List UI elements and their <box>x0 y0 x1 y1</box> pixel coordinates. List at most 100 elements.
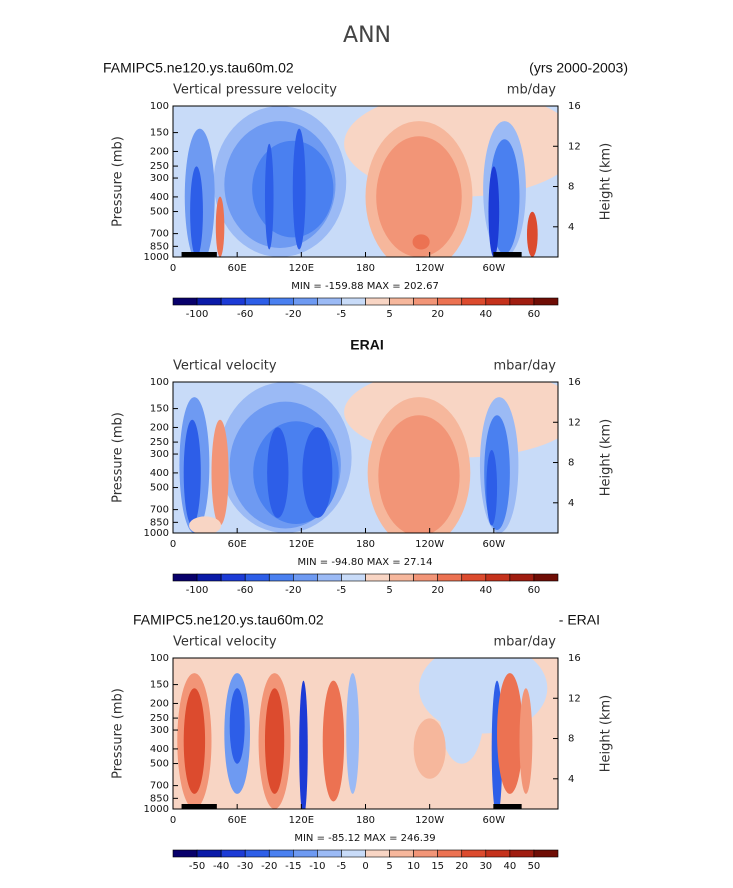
x-tick-label: 0 <box>170 539 176 550</box>
colorbar-label: 0 <box>362 861 368 872</box>
colorbar-label: -100 <box>186 585 209 596</box>
colorbar-box <box>341 849 366 858</box>
x-tick-label: 60W <box>483 263 506 274</box>
colorbar-label: -50 <box>189 861 205 872</box>
colorbar-label: -60 <box>237 585 253 596</box>
colorbar-label: -5 <box>336 309 346 320</box>
contour-region <box>486 449 498 526</box>
colorbar-label: -10 <box>309 861 325 872</box>
colorbar-box <box>413 849 438 858</box>
colorbar-box <box>509 573 535 582</box>
contour-region <box>497 673 523 794</box>
y-tick-label: 200 <box>150 422 169 433</box>
y-tick-label: 500 <box>150 759 169 770</box>
topography <box>493 804 522 809</box>
contour-region <box>264 688 285 794</box>
colorbar-label: 10 <box>407 861 420 872</box>
colorbar-box <box>437 849 463 858</box>
colorbar-box <box>293 849 318 858</box>
y-tick-label: 400 <box>150 744 169 755</box>
contour-region <box>413 718 446 779</box>
colorbar-label: -15 <box>285 861 301 872</box>
units: mbar/day <box>493 635 556 650</box>
y2-tick-label: 4 <box>568 222 574 233</box>
case-name: FAMIPC5.ne120.ys.tau60m.02 <box>133 612 324 628</box>
contour-region <box>215 196 225 257</box>
colorbar-box <box>509 849 535 858</box>
y-tick-label: 200 <box>150 146 169 157</box>
y-tick-label: 250 <box>150 713 169 724</box>
colorbar-box <box>268 297 294 306</box>
y2-axis-label: Height (km) <box>599 695 614 772</box>
y-tick-label: 700 <box>150 781 169 792</box>
years: (yrs 2000-2003) <box>529 60 628 76</box>
colorbar-box <box>268 849 294 858</box>
colorbar-label: -60 <box>237 309 253 320</box>
y2-tick-label: 4 <box>568 774 574 785</box>
colorbar-box <box>533 573 559 582</box>
x-tick-label: 60E <box>228 539 247 550</box>
colorbar-label: 5 <box>386 309 392 320</box>
colorbar-box <box>268 573 294 582</box>
colorbar-box <box>293 297 318 306</box>
y2-tick-label: 12 <box>568 693 581 704</box>
stats: MIN = -85.12 MAX = 246.39 <box>294 833 435 844</box>
colorbar-box <box>533 297 559 306</box>
y-tick-label: 300 <box>150 449 169 460</box>
colorbar-box <box>172 297 198 306</box>
y-tick-label: 850 <box>150 793 169 804</box>
colorbar-label: 40 <box>479 585 492 596</box>
contour-region <box>378 415 460 533</box>
y-tick-label: 700 <box>150 229 169 240</box>
contour-region <box>190 166 203 257</box>
contour-region <box>302 427 333 518</box>
contour-region <box>519 688 533 794</box>
colorbar-box <box>317 297 342 306</box>
contour-region <box>346 673 360 794</box>
contour-region <box>440 673 484 764</box>
colorbar-label: 60 <box>528 585 541 596</box>
contour-region <box>376 136 462 257</box>
y2-tick-label: 16 <box>568 377 581 388</box>
y2-tick-label: 8 <box>568 182 574 193</box>
contour-region <box>211 419 229 526</box>
colorbar-label: -100 <box>186 309 209 320</box>
colorbar-box <box>461 297 487 306</box>
colorbar-label: 20 <box>431 585 444 596</box>
x-tick-label: 60E <box>228 263 247 274</box>
y-tick-label: 100 <box>150 653 169 664</box>
units: mbar/day <box>493 359 556 374</box>
variable: Vertical pressure velocity <box>173 83 337 98</box>
y-tick-label: 500 <box>150 207 169 218</box>
x-tick-label: 120W <box>415 263 444 274</box>
suffix: - ERAI <box>559 612 600 628</box>
x-tick-label: 120E <box>289 263 314 274</box>
x-tick-label: 60W <box>483 815 506 826</box>
contour-region <box>267 427 289 518</box>
y2-axis-label: Height (km) <box>599 143 614 220</box>
y2-tick-label: 12 <box>568 141 581 152</box>
colorbar-box <box>485 849 511 858</box>
contour-region <box>292 128 306 250</box>
stats: MIN = -159.88 MAX = 202.67 <box>291 281 439 292</box>
x-tick-label: 0 <box>170 815 176 826</box>
colorbar-label: 15 <box>431 861 444 872</box>
colorbar-box <box>389 849 414 858</box>
y-tick-label: 1000 <box>144 804 169 815</box>
x-tick-label: 60W <box>483 539 506 550</box>
contours <box>173 106 558 257</box>
colorbar-box <box>389 573 414 582</box>
x-tick-label: 180 <box>356 263 375 274</box>
y2-tick-label: 16 <box>568 653 581 664</box>
contours <box>173 382 558 533</box>
contour-region <box>183 688 206 794</box>
colorbar-box <box>485 573 511 582</box>
colorbar-label: 5 <box>386 861 392 872</box>
y-tick-label: 150 <box>150 404 169 415</box>
colorbar-box <box>341 297 366 306</box>
y-axis-label: Pressure (mb) <box>111 688 126 779</box>
colorbar-box <box>220 573 246 582</box>
colorbar-label: -20 <box>285 585 301 596</box>
y-axis-label: Pressure (mb) <box>111 136 126 227</box>
colorbar-label: 30 <box>479 861 492 872</box>
